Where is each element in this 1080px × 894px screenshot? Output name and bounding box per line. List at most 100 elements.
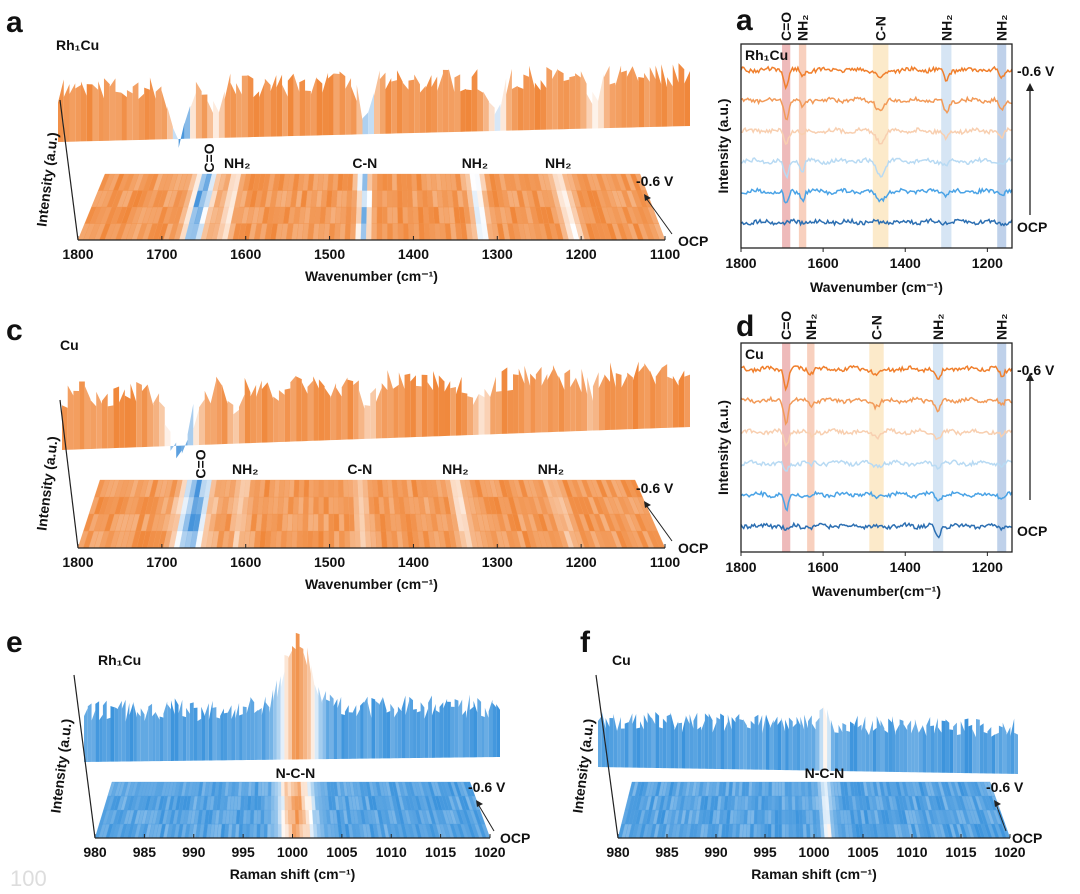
contour-cell [386, 173, 393, 191]
ridge-segment [170, 700, 175, 761]
ridge-segment [693, 712, 698, 769]
ridge-segment [155, 86, 162, 140]
ridge-segment [895, 724, 900, 773]
ridge-segment [659, 727, 663, 769]
ridge-segment [750, 720, 755, 770]
ridge-segment [356, 84, 363, 135]
x-tick-label: 1020 [474, 844, 505, 860]
contour-cell [757, 795, 762, 811]
ridge-segment [638, 76, 645, 128]
ridge-segment [201, 94, 208, 139]
ridge-segment [184, 105, 191, 139]
band-label: C-N [869, 315, 885, 340]
ridge-segment [488, 102, 495, 132]
contour-cell [764, 809, 769, 825]
y-axis-line [595, 674, 619, 839]
contour-cell [287, 496, 294, 515]
ridge-segment [371, 697, 376, 759]
potential-arrowhead [1026, 373, 1034, 381]
ridge-segment [121, 699, 126, 762]
ridge-segment [250, 697, 255, 760]
ridge-segment [341, 377, 348, 440]
contour-cell [382, 223, 388, 241]
ridge-segment [419, 85, 426, 133]
ridge-segment [443, 698, 448, 758]
contour-cell [761, 795, 766, 811]
contour-cell [343, 479, 349, 498]
ridge-segment [227, 705, 232, 761]
ridge-segment [708, 713, 713, 769]
contour-cell [760, 823, 765, 839]
ridge-segment [208, 700, 213, 761]
x-tick-label: 1500 [314, 246, 345, 262]
ridge-segment [762, 714, 766, 770]
x-tick-label: 1800 [725, 559, 756, 575]
contour-cell [307, 513, 314, 532]
contour-cell [788, 795, 793, 811]
x-axis-label: Wavenumber(cm⁻¹) [812, 583, 941, 599]
potential-bottom-label: OCP [1017, 523, 1047, 539]
ridge-segment [295, 632, 300, 760]
contour-cell [318, 479, 324, 498]
panel-letter-f: f [580, 626, 591, 659]
ridge-segment [628, 713, 633, 768]
series-line [740, 427, 1013, 447]
ridge-segment [598, 375, 605, 431]
ridge-segment [983, 731, 988, 774]
contour-cell [270, 823, 275, 839]
contour-cell [252, 823, 258, 839]
peak-label: NH₂ [232, 461, 258, 477]
x-tick-label: 1400 [890, 255, 921, 271]
contour-cell [260, 823, 265, 839]
contour-cell [342, 173, 349, 191]
ridge-segment [455, 376, 462, 436]
contour-cell [338, 479, 344, 498]
contour-cell [293, 479, 300, 498]
series-line [740, 65, 1013, 91]
ridge-segment [73, 390, 80, 450]
ridge-segment [458, 699, 463, 758]
contour-cell [277, 823, 282, 839]
contour-cell [281, 823, 286, 839]
ridge-segment [236, 83, 242, 138]
ridge-segment [481, 715, 485, 758]
ridge-segment [378, 697, 383, 759]
ridge-segment [216, 717, 221, 761]
ridge-segment [678, 722, 682, 769]
ridge-segment [447, 701, 451, 758]
ridge-segment [394, 711, 398, 759]
contour-cell [323, 496, 329, 515]
ridge-segment [98, 81, 104, 141]
x-axis-label: Wavenumber (cm⁻¹) [305, 576, 438, 592]
ridge-segment [587, 376, 593, 431]
potential-top-label: -0.6 V [1017, 362, 1055, 378]
ridge-segment [535, 366, 542, 433]
ridge-segment [586, 93, 593, 129]
watermark-logo: 100 [10, 866, 47, 891]
x-tick-label: 1600 [808, 255, 839, 271]
ridge-segment [344, 705, 349, 759]
ridge-segment [495, 391, 502, 435]
ridge-segment [103, 78, 110, 141]
ridge-segment [598, 715, 602, 768]
ridge-segment [465, 89, 472, 132]
ridge-segment [153, 393, 160, 447]
ridge-segment [253, 91, 260, 138]
ridge-segment [63, 84, 70, 142]
ridge-segment [621, 70, 627, 128]
contour-cell [281, 795, 286, 811]
contour-cell [791, 781, 796, 797]
band-label: C=O [778, 311, 794, 340]
x-tick-label: 1100 [650, 554, 681, 570]
contour-cell [771, 781, 776, 797]
ridge-segment [684, 374, 690, 428]
ridge-segment [830, 719, 835, 771]
y-axis-label: Intensity (a.u.) [715, 99, 731, 194]
ridge-segment [529, 65, 535, 131]
contour-cell [761, 781, 766, 797]
contour-cell [348, 496, 355, 515]
ridge-segment [132, 82, 139, 141]
ridge-segment [347, 379, 354, 440]
x-tick-label: 995 [231, 844, 255, 860]
ridge-segment [333, 698, 338, 759]
